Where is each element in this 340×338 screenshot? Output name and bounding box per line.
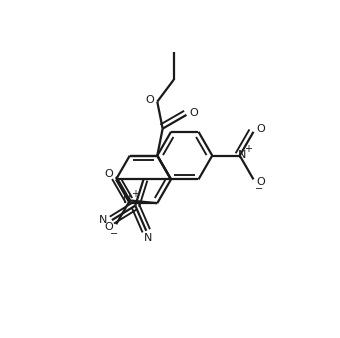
Text: +: +	[131, 189, 139, 199]
Text: N: N	[144, 233, 152, 243]
Text: −: −	[110, 229, 118, 239]
Text: +: +	[244, 144, 252, 154]
Text: O: O	[104, 222, 113, 232]
Text: N: N	[99, 215, 108, 225]
Text: O: O	[146, 95, 154, 105]
Text: O: O	[104, 169, 113, 179]
Text: N: N	[238, 150, 246, 160]
Text: O: O	[256, 177, 265, 187]
Text: O: O	[256, 124, 265, 134]
Text: N: N	[123, 195, 132, 205]
Text: −: −	[255, 184, 264, 194]
Text: O: O	[189, 108, 198, 118]
